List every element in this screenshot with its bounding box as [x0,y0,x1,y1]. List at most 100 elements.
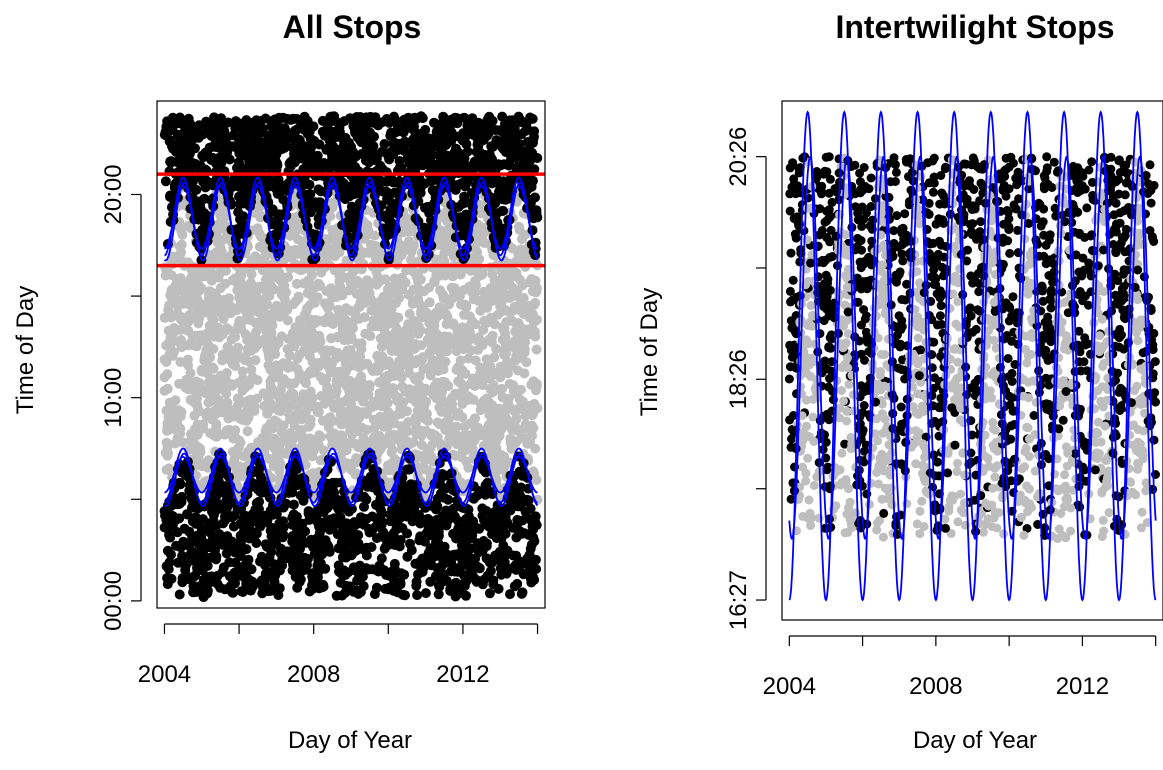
day-stop-point [306,314,316,325]
night-stop-point [277,144,288,154]
day-stop-point [439,248,450,258]
night-stop-point [196,210,207,221]
night-stop-point [308,583,318,594]
day-stop-point [192,305,203,316]
night-stop-point [387,566,398,576]
night-stop-point [431,126,442,137]
night-stop-point [230,123,241,134]
day-stop-point [532,403,543,414]
day-stop-point [477,380,488,391]
night-stop-point [348,174,359,185]
night-stop-point [271,539,282,549]
night-stop-point [480,467,491,478]
day-stop-point [356,360,367,371]
day-stop-point [382,460,393,471]
night-stop-point [399,499,410,510]
day-stop-point [308,470,319,481]
day-stop-point [436,393,447,404]
day-stop-point [427,428,438,439]
day-stop-point [274,461,285,472]
night-stop-point [240,574,251,585]
night-stop-point [432,563,443,574]
night-stop-point [269,146,280,157]
day-stop-point [390,337,401,348]
night-stop-point [224,489,235,500]
night-stop-point [446,566,456,577]
day-stop-point [406,254,416,265]
day-stop-point [383,330,394,341]
day-stop-point [237,366,248,377]
day-stop-point [331,241,342,252]
day-stop-point [453,376,464,387]
night-stop-point [495,160,506,171]
day-stop-point [461,302,472,313]
day-stop-point [506,359,516,370]
night-stop-point [337,133,348,144]
day-stop-point [245,332,256,343]
day-stop-point [308,339,319,350]
day-stop-point [465,265,476,276]
night-stop-point [163,564,174,575]
day-stop-point [177,229,188,240]
night-stop-point [471,146,482,157]
night-stop-point [210,545,220,556]
night-stop-point [456,178,467,189]
night-stop-point [159,129,170,140]
night-stop-point [411,114,422,125]
night-stop-point [490,550,501,561]
day-stop-point [191,441,202,452]
day-stop-point [369,423,380,434]
day-stop-point [396,372,407,383]
day-stop-point [319,445,329,456]
night-stop-point [247,509,258,520]
night-stop-point [168,143,178,154]
day-stop-point [447,271,458,282]
day-stop-point [413,328,424,339]
day-stop-point [176,255,186,265]
night-stop-point [200,147,211,158]
night-stop-point [288,499,299,510]
day-stop-point [220,254,231,265]
night-stop-point [253,160,264,171]
night-stop-point [287,487,298,498]
day-stop-point [182,354,193,365]
night-stop-point [482,477,493,488]
night-stop-point [428,134,439,145]
day-stop-point [295,371,306,382]
night-stop-point [425,157,436,168]
night-stop-point [327,126,338,137]
night-stop-point [175,117,186,128]
night-stop-point [182,509,193,520]
day-stop-point [410,358,421,369]
day-stop-point [483,334,494,345]
day-stop-point [176,247,187,258]
night-stop-point [459,112,470,123]
night-stop-point [489,512,500,523]
day-stop-point [463,353,474,364]
night-stop-point [295,543,305,554]
day-stop-point [170,280,181,291]
day-stop-point [426,451,437,462]
day-stop-point [229,349,239,360]
night-stop-point [468,563,479,574]
night-stop-point [385,509,396,520]
night-stop-point [255,480,266,491]
night-stop-point [228,521,239,532]
night-stop-point [195,553,206,564]
day-stop-point [233,342,244,353]
night-stop-point [451,550,462,561]
day-stop-point [352,275,363,286]
day-stop-point [231,303,242,314]
day-stop-point [285,380,296,391]
night-stop-point [383,151,394,162]
day-stop-point [351,468,362,479]
day-stop-point [202,368,213,379]
night-stop-point [458,128,469,139]
day-stop-point [403,417,414,428]
night-stop-point [177,158,188,169]
day-stop-point [187,340,198,350]
day-stop-point [286,430,297,441]
day-stop-point [488,367,499,378]
day-stop-point [235,318,246,329]
